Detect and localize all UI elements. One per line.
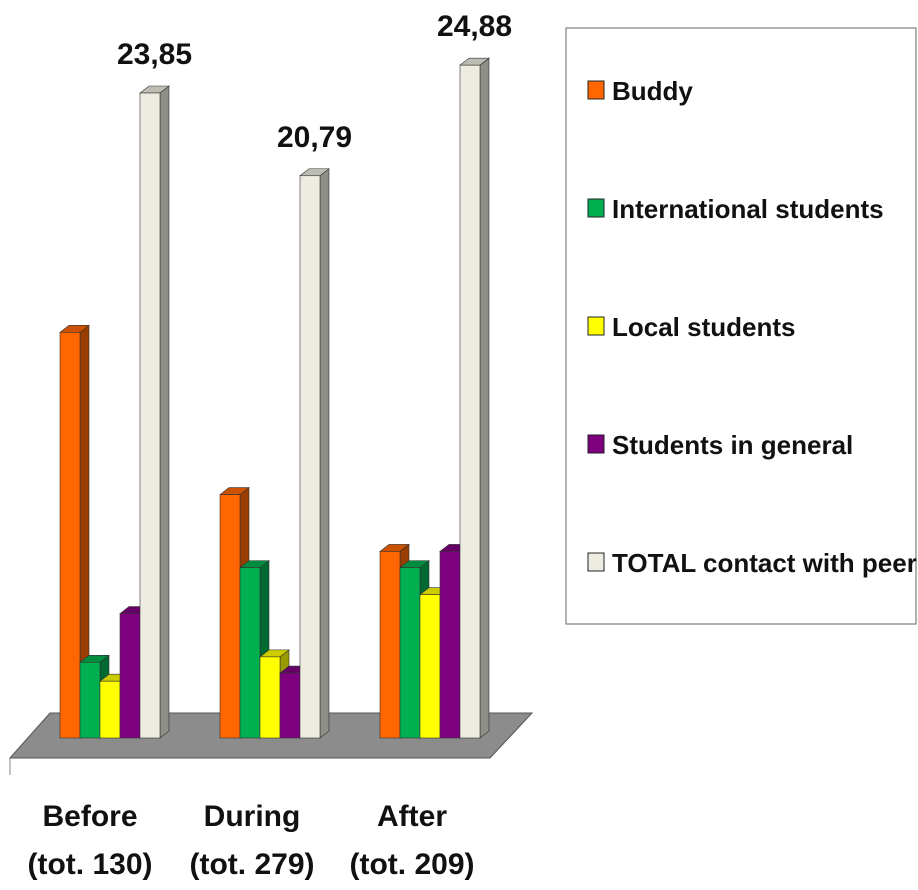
category-label-0: Before (tot. 130) (27, 800, 152, 881)
category-label-2: After (tot. 209) (349, 800, 474, 881)
legend-swatch (587, 316, 605, 336)
bar-international-students-1 (239, 560, 270, 739)
bar-total-contact-with-peers-2 (459, 57, 490, 739)
legend-label: Local students (612, 312, 795, 342)
bar-total-contact-with-peers-1 (299, 168, 330, 739)
category-label-1: During (tot. 279) (189, 800, 314, 881)
data-label-2: 24,88 (437, 10, 512, 43)
data-label-1: 20,79 (277, 121, 352, 154)
legend-item-students-in-general: Students in general (587, 430, 853, 460)
bars-group (59, 57, 490, 739)
bar-buddy-0 (59, 324, 90, 739)
legend-label: Buddy (612, 76, 693, 106)
legend-swatch (587, 198, 605, 218)
legend-item-local-students: Local students (587, 312, 795, 342)
data-labels-group: 23,85 20,79 24,88 (117, 10, 512, 154)
legend-swatch (587, 552, 605, 572)
legend: Buddy International students Local student… (565, 27, 918, 625)
data-label-0: 23,85 (117, 38, 192, 71)
legend-item-total-contact-with-peers: TOTAL contact with peers (587, 548, 918, 578)
bar-total-contact-with-peers-0 (139, 85, 170, 739)
legend-label: TOTAL contact with peers (612, 548, 918, 578)
legend-label: International students (612, 194, 884, 224)
legend-box (565, 27, 917, 625)
legend-swatch (587, 80, 605, 100)
legend-item-buddy: Buddy (587, 76, 693, 106)
legend-label: Students in general (612, 430, 853, 460)
category-labels-group: Before (tot. 130) During (tot. 279) After (to… (27, 800, 474, 881)
legend-item-international-students: International students (587, 194, 884, 224)
legend-swatch (587, 434, 605, 454)
